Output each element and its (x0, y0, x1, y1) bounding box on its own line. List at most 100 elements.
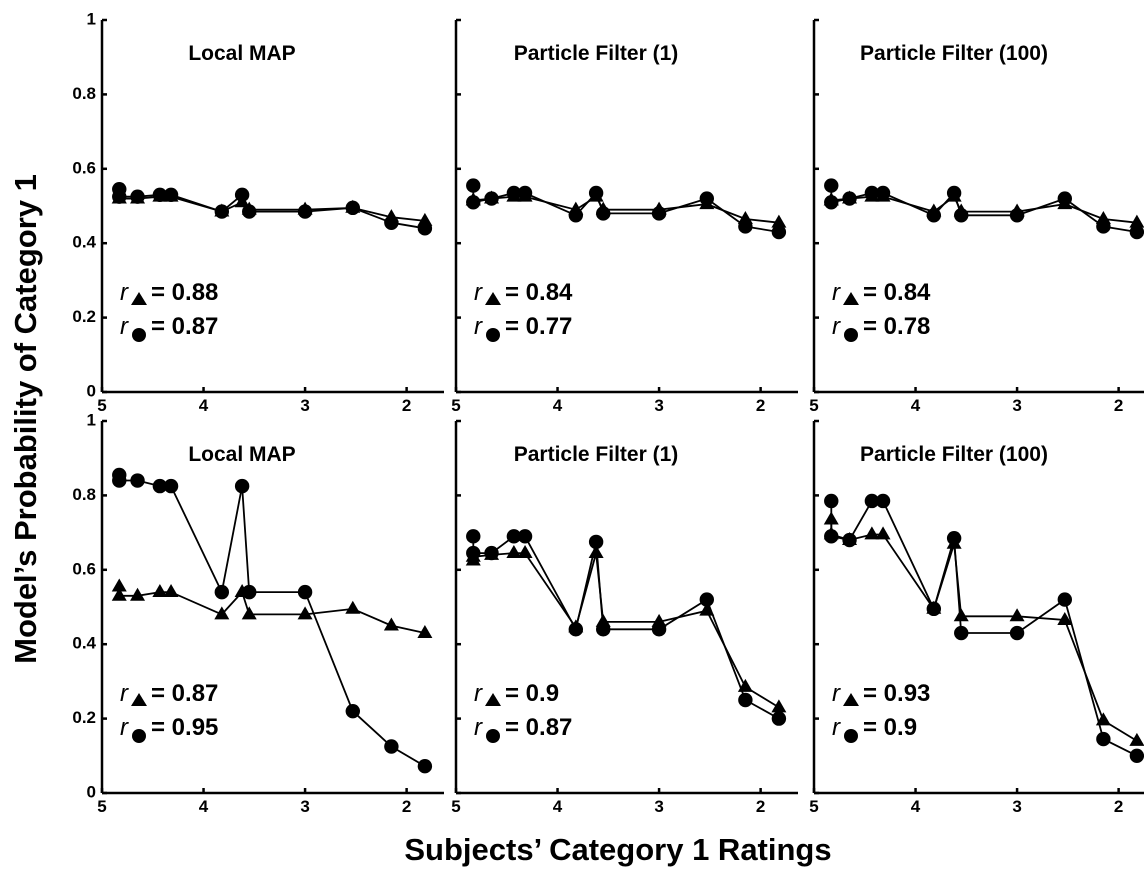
circle-point (517, 185, 533, 201)
y-tick-label: 0.4 (72, 233, 96, 252)
triangle-legend-icon (843, 693, 859, 706)
circle-point (824, 178, 839, 193)
circle-point (345, 703, 360, 719)
triangle-point (953, 608, 969, 622)
series-circle (112, 182, 433, 236)
x-tick-label: 3 (654, 797, 663, 816)
circle-legend-icon (486, 729, 500, 743)
circle-point (588, 534, 604, 550)
circle-point (242, 204, 257, 219)
circle-point (875, 185, 891, 201)
circle-point (297, 204, 313, 219)
chart-panel-1: 0 0.2 0.4 0.6 0.8 1 5 4 3 2 Local MAP r = 0.88 r = 0.8… (72, 9, 444, 415)
circle-point (946, 530, 962, 546)
circle-point (466, 195, 481, 210)
chart-panel-4: 0 0.2 0.4 0.6 0.8 1 5 4 3 2 Local MAP r = 0.87 r = 0.9… (72, 410, 444, 816)
r-symbol: r (120, 279, 129, 306)
triangle-point (152, 584, 168, 598)
circle-point (466, 178, 481, 193)
x-tick-label: 3 (654, 396, 663, 415)
circle-point (864, 185, 880, 201)
r-triangle-value: = 0.84 (505, 279, 573, 306)
circle-point (214, 584, 230, 600)
circle-point (517, 529, 533, 544)
circle-point (651, 206, 667, 221)
series-circle (824, 493, 1144, 763)
circle-point (384, 739, 399, 754)
y-tick-label: 0.6 (72, 158, 96, 177)
circle-point (771, 711, 787, 726)
y-tick-label: 0.2 (72, 708, 96, 727)
circle-point (946, 185, 962, 201)
triangle-point (699, 602, 715, 616)
x-tick-label: 4 (553, 797, 563, 816)
circle-point (242, 584, 257, 600)
triangle-legend-icon (485, 693, 501, 706)
r-symbol: r (832, 279, 841, 306)
x-tick-label: 5 (451, 797, 460, 816)
circle-point (417, 221, 433, 236)
r-circle-value: = 0.9 (863, 714, 917, 741)
triangle-point (1129, 214, 1144, 228)
x-tick-label: 3 (300, 797, 309, 816)
triangle-point (297, 606, 313, 620)
triangle-point (417, 624, 433, 638)
circle-point (130, 189, 145, 204)
circle-point (824, 529, 839, 544)
y-tick-label: 0.8 (72, 485, 96, 504)
r-circle-value: = 0.78 (863, 313, 930, 340)
circle-point (345, 200, 360, 216)
x-tick-label: 2 (1114, 797, 1123, 816)
y-tick-label: 0.4 (72, 634, 96, 653)
circle-point (842, 532, 857, 548)
y-tick-label: 1 (87, 410, 96, 429)
triangle-legend-icon (131, 292, 147, 305)
circle-point (466, 545, 481, 561)
triangle-point (1129, 732, 1144, 746)
circle-point (214, 204, 230, 219)
panel-title: Particle Filter (100) (860, 42, 1048, 65)
r-circle-value: = 0.77 (505, 313, 572, 340)
triangle-point (517, 545, 533, 558)
circle-legend-icon (486, 328, 500, 342)
circle-point (1096, 219, 1111, 234)
circle-point (1057, 592, 1073, 607)
r-circle-value: = 0.95 (151, 714, 218, 741)
circle-point (234, 478, 250, 494)
circle-point (926, 208, 942, 223)
x-tick-label: 2 (402, 396, 411, 415)
r-symbol: r (832, 313, 841, 340)
r-symbol: r (474, 313, 483, 340)
circle-point (417, 759, 433, 774)
series-circle (112, 467, 433, 774)
circle-point (484, 191, 499, 206)
x-tick-label: 2 (402, 797, 411, 816)
circle-point (954, 208, 969, 223)
circle-point (1009, 208, 1025, 223)
triangle-point (506, 545, 522, 558)
chart-panel-2: 5 4 3 2 Particle Filter (1) r = 0.84 r = 0.77 (451, 18, 798, 415)
y-tick-label: 0.6 (72, 559, 96, 578)
series-circle (466, 178, 787, 240)
triangle-legend-icon (485, 292, 501, 305)
circle-point (234, 187, 250, 203)
x-tick-label: 2 (756, 396, 765, 415)
r-symbol: r (474, 279, 483, 306)
triangle-point (111, 578, 127, 592)
triangle-point (771, 699, 787, 713)
x-tick-label: 4 (199, 396, 209, 415)
x-tick-label: 4 (199, 797, 209, 816)
panel-title: Local MAP (188, 42, 295, 65)
triangle-point (345, 600, 361, 614)
triangle-point (771, 214, 787, 228)
x-tick-label: 4 (911, 396, 921, 415)
circle-point (824, 493, 839, 509)
circle-point (466, 529, 481, 544)
r-symbol: r (120, 680, 129, 707)
circle-point (875, 493, 891, 509)
circle-point (568, 208, 584, 223)
circle-point (926, 601, 942, 617)
x-axis-label: Subjects’ Category 1 Ratings (404, 832, 831, 867)
r-circle-value: = 0.87 (151, 313, 218, 340)
